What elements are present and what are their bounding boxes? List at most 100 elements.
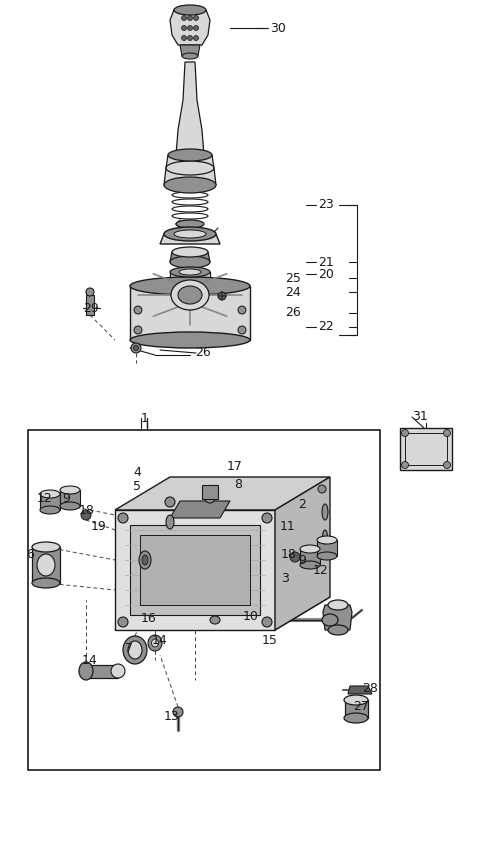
Text: 6: 6 — [26, 547, 34, 561]
Ellipse shape — [130, 277, 250, 295]
Ellipse shape — [32, 542, 60, 552]
Ellipse shape — [178, 286, 202, 304]
Ellipse shape — [300, 545, 320, 553]
Circle shape — [134, 306, 142, 314]
Ellipse shape — [172, 247, 208, 257]
Ellipse shape — [111, 664, 125, 678]
Polygon shape — [317, 540, 337, 556]
Circle shape — [131, 343, 141, 353]
Text: 14: 14 — [152, 635, 168, 648]
Text: 14: 14 — [82, 654, 98, 667]
Circle shape — [238, 326, 246, 334]
Circle shape — [181, 26, 187, 31]
Polygon shape — [115, 477, 330, 510]
Text: 20: 20 — [318, 267, 334, 281]
Polygon shape — [130, 286, 250, 340]
Circle shape — [218, 292, 226, 300]
Polygon shape — [170, 10, 210, 45]
Text: 9: 9 — [298, 555, 306, 568]
Text: 26: 26 — [285, 306, 301, 319]
Polygon shape — [115, 510, 275, 630]
Text: 9: 9 — [62, 493, 70, 505]
Polygon shape — [60, 490, 80, 506]
Polygon shape — [115, 597, 330, 630]
Circle shape — [290, 552, 300, 562]
Text: 3: 3 — [281, 572, 289, 585]
Ellipse shape — [164, 227, 216, 241]
Circle shape — [118, 617, 128, 627]
Bar — [130, 525, 260, 615]
Ellipse shape — [146, 613, 158, 629]
Polygon shape — [86, 665, 118, 678]
Polygon shape — [166, 155, 214, 168]
Text: 1: 1 — [141, 412, 149, 425]
Text: 13: 13 — [164, 711, 180, 723]
Circle shape — [262, 513, 272, 523]
Ellipse shape — [166, 515, 174, 529]
Polygon shape — [300, 549, 320, 565]
Ellipse shape — [79, 662, 93, 680]
Text: 12: 12 — [37, 493, 53, 505]
Ellipse shape — [152, 639, 158, 647]
Ellipse shape — [176, 220, 204, 228]
Text: 27: 27 — [353, 700, 369, 712]
Ellipse shape — [32, 578, 60, 588]
Text: 15: 15 — [262, 635, 278, 648]
Circle shape — [193, 36, 199, 41]
Text: 16: 16 — [141, 612, 157, 625]
Ellipse shape — [37, 554, 55, 576]
Polygon shape — [348, 686, 372, 694]
Ellipse shape — [171, 280, 209, 310]
Ellipse shape — [60, 502, 80, 510]
Circle shape — [86, 288, 94, 296]
Ellipse shape — [40, 490, 60, 498]
Ellipse shape — [123, 636, 147, 664]
Text: 11: 11 — [280, 521, 296, 534]
Polygon shape — [86, 295, 94, 315]
Ellipse shape — [174, 230, 206, 238]
Text: 21: 21 — [318, 255, 334, 269]
Text: 26: 26 — [195, 346, 211, 359]
Circle shape — [133, 346, 139, 351]
Ellipse shape — [328, 625, 348, 635]
Polygon shape — [202, 485, 218, 499]
Text: 29: 29 — [83, 301, 99, 315]
Polygon shape — [32, 547, 60, 583]
Polygon shape — [40, 494, 60, 510]
Ellipse shape — [317, 536, 337, 544]
Ellipse shape — [210, 616, 220, 624]
Polygon shape — [323, 605, 352, 630]
Text: 12: 12 — [313, 563, 329, 576]
Circle shape — [165, 497, 175, 507]
Circle shape — [262, 617, 272, 627]
Text: 7: 7 — [125, 642, 133, 654]
Bar — [140, 535, 250, 605]
Circle shape — [401, 461, 408, 469]
Ellipse shape — [164, 177, 216, 193]
Circle shape — [205, 493, 215, 503]
Circle shape — [181, 15, 187, 20]
Circle shape — [444, 430, 451, 437]
Circle shape — [401, 430, 408, 437]
Polygon shape — [170, 272, 210, 282]
Ellipse shape — [182, 53, 198, 59]
Ellipse shape — [322, 504, 328, 520]
Circle shape — [173, 707, 183, 717]
Text: 4: 4 — [133, 465, 141, 478]
Ellipse shape — [300, 561, 320, 569]
Ellipse shape — [128, 641, 142, 659]
Circle shape — [188, 26, 192, 31]
Text: 30: 30 — [270, 21, 286, 35]
Ellipse shape — [148, 635, 162, 651]
Ellipse shape — [168, 149, 212, 161]
Polygon shape — [176, 62, 204, 155]
Ellipse shape — [40, 506, 60, 514]
Text: 28: 28 — [362, 683, 378, 695]
Circle shape — [188, 15, 192, 20]
Circle shape — [193, 15, 199, 20]
Text: 18: 18 — [281, 547, 297, 561]
Polygon shape — [160, 234, 220, 244]
Circle shape — [238, 306, 246, 314]
Ellipse shape — [170, 267, 210, 277]
Text: 5: 5 — [133, 481, 141, 494]
